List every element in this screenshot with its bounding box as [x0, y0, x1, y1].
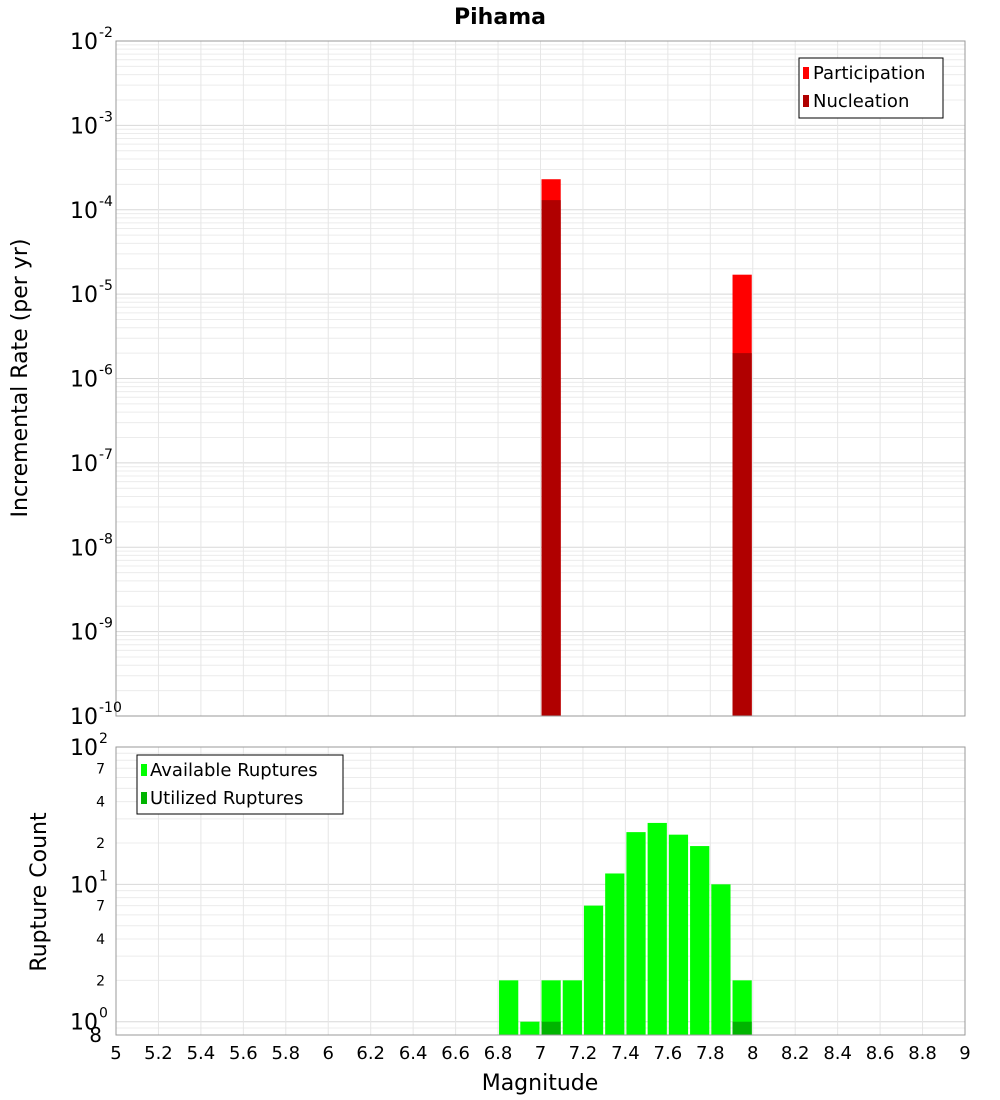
- top-y-tick-label: 10: [70, 199, 98, 224]
- top-y-tick-exponent: -5: [99, 278, 113, 294]
- top-y-tick-label: 10: [70, 368, 98, 393]
- x-tick-label: 7.6: [654, 1043, 683, 1064]
- available-ruptures-bar: [626, 832, 646, 1035]
- available-ruptures-bar: [583, 905, 604, 1035]
- top-y-tick-label: 10: [70, 621, 98, 646]
- bottom-y-tick-exponent: 0: [99, 1006, 108, 1022]
- available-ruptures-bar: [690, 846, 710, 1035]
- legend-label-utilized: Utilized Ruptures: [150, 788, 303, 809]
- top-legend: Participation Nucleation: [798, 57, 944, 119]
- top-y-tick-labels: 10-210-310-410-510-610-710-810-910-10: [70, 25, 122, 730]
- bottom-y-tick-label: 10: [70, 1011, 98, 1036]
- x-tick-label: 8.8: [908, 1043, 937, 1064]
- bottom-y-minor-label: 4: [96, 795, 105, 811]
- bottom-y-minor-label: 8: [89, 1023, 102, 1047]
- x-tick-label: 6.4: [399, 1043, 428, 1064]
- x-tick-label: 7.2: [569, 1043, 598, 1064]
- x-tick-label: 9: [959, 1043, 970, 1064]
- bottom-plot-frame: [115, 746, 966, 1036]
- x-tick-label: 6.2: [356, 1043, 385, 1064]
- top-bars: [541, 179, 752, 716]
- bottom-bars: [499, 822, 752, 1035]
- top-y-axis-label: Incremental Rate (per yr): [8, 239, 33, 518]
- utilized-ruptures-bar: [732, 1021, 752, 1035]
- available-ruptures-bar: [647, 822, 667, 1035]
- top-y-tick-exponent: -3: [99, 109, 113, 125]
- x-tick-label: 6.8: [484, 1043, 513, 1064]
- top-y-tick-label: 10: [70, 283, 98, 308]
- available-ruptures-bar: [520, 1021, 540, 1035]
- available-ruptures-bar: [668, 834, 689, 1035]
- available-ruptures-bar: [605, 873, 625, 1035]
- top-plot-frame: [115, 40, 966, 717]
- x-tick-label: 5.4: [187, 1043, 216, 1064]
- x-axis-label: Magnitude: [482, 1071, 599, 1096]
- bottom-legend: Available Ruptures Utilized Ruptures: [136, 754, 344, 815]
- legend-swatch-nucleation: [803, 95, 809, 107]
- top-legend-box: [798, 57, 944, 119]
- available-ruptures-bar: [732, 980, 752, 1035]
- bottom-y-minor-label: 7: [96, 761, 105, 777]
- bottom-gridlines: [115, 747, 966, 1036]
- bottom-y-tick-exponent: 1: [99, 868, 108, 884]
- bottom-y-minor-label: 2: [96, 836, 105, 852]
- bottom-y-minor-label: 7: [96, 899, 105, 915]
- available-ruptures-bar: [711, 884, 731, 1035]
- top-y-tick-exponent: -10: [99, 700, 122, 716]
- legend-label-participation: Participation: [813, 63, 925, 84]
- chart-title: Pihama: [454, 5, 546, 30]
- available-ruptures-bar: [499, 980, 519, 1035]
- bottom-y-tick-label: 10: [70, 736, 98, 761]
- legend-swatch-participation: [803, 67, 809, 79]
- x-tick-label: 8.6: [866, 1043, 895, 1064]
- top-y-tick-label: 10: [70, 114, 98, 139]
- x-tick-label: 7.8: [696, 1043, 725, 1064]
- x-tick-label: 8.4: [823, 1043, 852, 1064]
- x-tick-label: 6: [323, 1043, 334, 1064]
- bottom-y-tick-label: 10: [70, 873, 98, 898]
- legend-label-nucleation: Nucleation: [813, 91, 909, 112]
- x-tick-labels: 5 5.2 5.4 5.6 5.8 6 6.2 6.4 6.6 6.8 7 7.2 7.4 7.6 7.8 8…: [110, 1043, 970, 1064]
- x-tick-label: 6.6: [441, 1043, 470, 1064]
- top-y-tick-label: 10: [70, 536, 98, 561]
- top-y-tick-exponent: -2: [99, 25, 113, 41]
- available-ruptures-bar: [541, 980, 561, 1035]
- bottom-legend-box: [136, 754, 344, 815]
- top-y-tick-exponent: -4: [99, 194, 113, 210]
- bottom-y-axis-label: Rupture Count: [27, 812, 52, 972]
- bottom-y-minor-label: 2: [96, 973, 105, 989]
- top-gridlines: [115, 40, 966, 717]
- x-tick-label: 7: [535, 1043, 546, 1064]
- utilized-ruptures-bar: [541, 1021, 561, 1035]
- top-y-tick-exponent: -8: [99, 531, 113, 547]
- x-tick-label: 5: [110, 1043, 121, 1064]
- x-tick-label: 8: [747, 1043, 758, 1064]
- legend-label-available: Available Ruptures: [150, 760, 318, 781]
- x-tick-label: 8.2: [781, 1043, 810, 1064]
- legend-swatch-available: [141, 764, 147, 776]
- bottom-y-tick-exponent: 2: [99, 731, 108, 747]
- top-y-tick-label: 10: [70, 705, 98, 730]
- top-y-tick-exponent: -7: [99, 447, 113, 463]
- available-ruptures-bar: [562, 980, 582, 1035]
- x-tick-label: 7.4: [611, 1043, 640, 1064]
- x-tick-label: 5.8: [271, 1043, 300, 1064]
- legend-swatch-utilized: [141, 792, 147, 804]
- nucleation-bar: [732, 353, 752, 716]
- x-tick-label: 5.2: [144, 1043, 173, 1064]
- top-y-tick-exponent: -6: [99, 363, 113, 379]
- top-y-tick-exponent: -9: [99, 616, 113, 632]
- top-y-tick-label: 10: [70, 452, 98, 477]
- bottom-y-minor-label: 4: [96, 932, 105, 948]
- x-tick-label: 5.6: [229, 1043, 258, 1064]
- nucleation-bar: [541, 200, 561, 716]
- top-y-tick-label: 10: [70, 30, 98, 55]
